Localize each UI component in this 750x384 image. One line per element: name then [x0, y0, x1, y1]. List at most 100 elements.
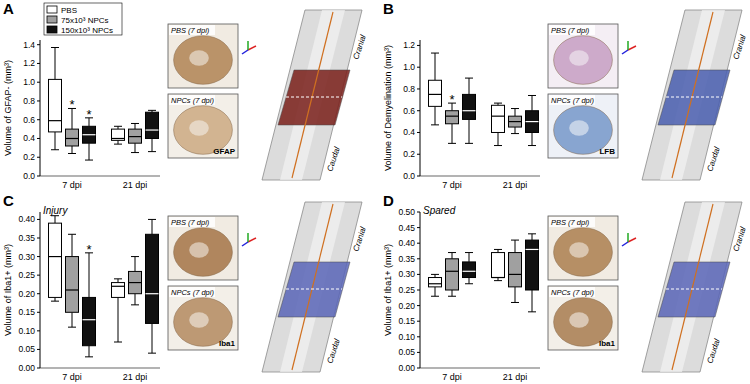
y-tick-label: 0.6 — [23, 115, 35, 125]
whisker-low — [469, 278, 470, 284]
whisker-low — [532, 132, 533, 145]
whisker-cap-high — [68, 234, 76, 235]
whisker-low — [89, 346, 90, 357]
micrograph — [548, 24, 618, 88]
axis-icon — [242, 242, 248, 246]
whisker-high — [152, 219, 153, 234]
box — [526, 240, 539, 290]
whisker-cap-low — [448, 143, 456, 144]
y-axis-title: Volume of Iba1+ (mm³) — [383, 244, 393, 336]
y-axis — [40, 212, 41, 368]
caption-bg — [169, 25, 215, 35]
whisker-cap-high — [431, 274, 439, 275]
box — [463, 262, 476, 278]
median — [429, 283, 442, 284]
subtitle: Spared — [423, 205, 456, 216]
x-axis — [420, 176, 540, 177]
box — [429, 278, 442, 287]
caption-bg — [549, 95, 595, 105]
axis-icon — [627, 233, 629, 242]
whisker-cap-low — [511, 133, 519, 134]
whisker-cap-low — [131, 304, 139, 305]
whisker-cap-high — [114, 278, 122, 279]
y-tick — [37, 293, 40, 294]
whisker-cap-low — [148, 151, 156, 152]
legend-swatch — [47, 26, 57, 33]
micrograph — [548, 216, 618, 280]
whisker-cap-low — [131, 152, 139, 153]
y-tick — [417, 110, 420, 111]
tissue-core — [189, 242, 209, 257]
section-plane — [666, 97, 722, 98]
legend-box — [44, 3, 122, 35]
whisker-cap-high — [511, 108, 519, 109]
median — [446, 271, 459, 272]
render-label: Caudal — [325, 338, 341, 365]
whisker-high — [89, 253, 90, 298]
caption-bg — [549, 25, 595, 35]
box — [66, 257, 79, 313]
whisker-high — [515, 109, 516, 117]
whisker-low — [152, 138, 153, 151]
tissue — [174, 36, 233, 85]
whisker-low — [72, 146, 73, 154]
box — [509, 116, 522, 127]
y-tick-label: 0.40 — [398, 238, 415, 248]
median — [129, 136, 142, 137]
tissue-core — [189, 312, 209, 327]
y-tick-label: 0.00 — [398, 363, 415, 373]
y-tick-label: 0.2 — [403, 149, 415, 159]
axis-icon — [622, 242, 628, 246]
y-tick — [37, 138, 40, 139]
micrograph-caption: PBS (7 dpi) — [551, 26, 590, 35]
legend-label: 150x10³ NPCs — [61, 26, 113, 35]
whisker-cap-low — [85, 356, 93, 357]
y-axis-title: Volume of GFAP- (mm³) — [3, 60, 13, 156]
whisker-cap-low — [431, 124, 439, 125]
plot-area — [49, 48, 159, 161]
whisker-cap-low — [51, 149, 59, 150]
whisker-high — [55, 216, 56, 223]
whisker-high — [55, 48, 56, 80]
box — [49, 223, 62, 297]
micrograph-caption: PBS (7 dpi) — [171, 26, 210, 35]
box — [509, 253, 522, 287]
whisker-cap-high — [511, 240, 519, 241]
whisker-low — [532, 290, 533, 312]
whisker-low — [55, 297, 56, 301]
y-tick — [37, 119, 40, 120]
median — [492, 116, 505, 117]
y-tick — [417, 45, 420, 46]
x-tick-label: 7 dpi — [442, 372, 462, 382]
box — [429, 80, 442, 106]
whisker-high — [452, 253, 453, 259]
micrograph — [168, 286, 238, 350]
panel-letter: C — [3, 192, 14, 209]
whisker-cap-low — [114, 144, 122, 145]
axis-icon — [622, 50, 628, 54]
y-tick — [37, 312, 40, 313]
whisker-high — [435, 53, 436, 80]
significance: * — [449, 92, 454, 107]
section-plane — [286, 97, 342, 98]
section-plane — [286, 289, 342, 290]
whisker-cap-low — [494, 280, 502, 281]
y-tick-label: 0.4 — [23, 133, 35, 143]
whisker-cap-high — [148, 219, 156, 220]
render-label: Cranial — [351, 34, 367, 61]
whisker-cap-high — [465, 78, 473, 79]
y-tick — [417, 212, 420, 213]
panel-letter: A — [3, 0, 14, 17]
micrograph-caption: NPCs (7 dpi) — [551, 288, 594, 297]
cord-render — [642, 10, 742, 180]
whisker-low — [515, 127, 516, 134]
y-tick — [37, 219, 40, 220]
whisker-cap-low — [148, 353, 156, 354]
x-tick-label: 21 dpi — [123, 180, 148, 190]
whisker-low — [55, 132, 56, 150]
tissue — [174, 228, 233, 277]
y-tick-label: 1.0 — [23, 77, 35, 87]
legend-swatch — [47, 6, 57, 13]
whisker-cap-low — [465, 143, 473, 144]
whisker-low — [469, 119, 470, 143]
